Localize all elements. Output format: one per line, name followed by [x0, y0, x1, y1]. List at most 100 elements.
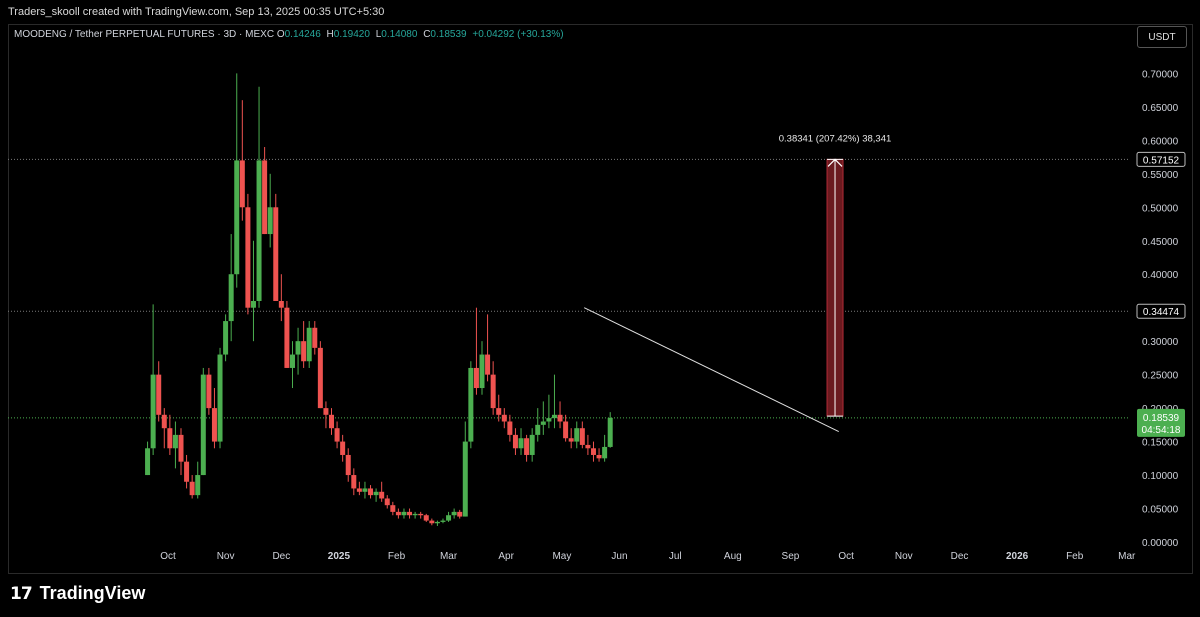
candle-up[interactable] — [267, 207, 273, 235]
candle-up[interactable] — [250, 301, 256, 308]
candle-up[interactable] — [401, 511, 407, 516]
currency-button[interactable]: USDT — [1137, 26, 1187, 48]
candle-up[interactable] — [546, 418, 552, 422]
candle-up[interactable] — [468, 367, 474, 442]
candle-up[interactable] — [234, 160, 240, 275]
candle-up[interactable] — [462, 441, 468, 517]
candle-down[interactable] — [563, 421, 569, 439]
tradingview-brand[interactable]: 17 TradingView — [10, 583, 145, 604]
candle-down[interactable] — [161, 414, 167, 429]
candle-down[interactable] — [156, 374, 162, 415]
ohlc-key-o: O — [276, 29, 285, 40]
candle-down[interactable] — [351, 475, 357, 489]
candle-up[interactable] — [150, 374, 156, 449]
candle-up[interactable] — [373, 491, 379, 496]
candle-down[interactable] — [329, 414, 335, 429]
candle-down[interactable] — [501, 414, 507, 422]
candle-down[interactable] — [178, 434, 184, 462]
candle-down[interactable] — [345, 454, 351, 476]
candle-up[interactable] — [289, 354, 295, 368]
candle-up[interactable] — [172, 434, 178, 449]
candle-down[interactable] — [395, 511, 401, 516]
x-tick-label: Sep — [782, 551, 800, 562]
candle-down[interactable] — [490, 374, 496, 409]
candle-down[interactable] — [167, 428, 173, 449]
candle-down[interactable] — [473, 367, 479, 389]
candle-down[interactable] — [206, 374, 212, 409]
candle-down[interactable] — [334, 428, 340, 442]
candle-up[interactable] — [434, 521, 440, 524]
candle-down[interactable] — [557, 414, 563, 422]
candle-down[interactable] — [512, 434, 518, 449]
candle-down[interactable] — [211, 408, 217, 442]
bar-countdown: 04:54:18 — [1142, 425, 1181, 436]
candle-up[interactable] — [540, 421, 546, 425]
candle-up[interactable] — [217, 354, 223, 442]
descending-trendline[interactable] — [583, 307, 839, 432]
candle-up[interactable] — [195, 475, 201, 496]
candle-down[interactable] — [356, 488, 362, 492]
candle-down[interactable] — [368, 488, 374, 496]
candle-up[interactable] — [551, 414, 557, 419]
candle-down[interactable] — [384, 498, 390, 506]
candle-down[interactable] — [312, 327, 318, 348]
candle-up[interactable] — [529, 434, 535, 455]
level-price-tag — [1136, 303, 1186, 319]
candle-down[interactable] — [407, 511, 413, 516]
candle-down[interactable] — [524, 438, 530, 455]
candle-down[interactable] — [579, 428, 585, 445]
candle-down[interactable] — [184, 461, 190, 482]
candle-down[interactable] — [423, 515, 429, 521]
candle-up[interactable] — [574, 428, 580, 442]
candle-up[interactable] — [440, 520, 446, 522]
candle-up[interactable] — [228, 274, 234, 322]
candle-up[interactable] — [362, 488, 368, 492]
candle-down[interactable] — [317, 347, 323, 409]
candle-down[interactable] — [262, 160, 268, 235]
candle-down[interactable] — [507, 421, 513, 435]
candle-down[interactable] — [278, 301, 284, 308]
candle-down[interactable] — [189, 481, 195, 496]
x-tick-label: May — [552, 551, 571, 562]
candle-down[interactable] — [301, 341, 307, 362]
x-tick-label: Feb — [388, 551, 406, 562]
candle-down[interactable] — [496, 408, 502, 415]
candle-down[interactable] — [429, 520, 435, 524]
candle-up[interactable] — [446, 515, 452, 521]
candle-down[interactable] — [585, 444, 591, 449]
candle-up[interactable] — [602, 446, 608, 459]
y-tick-label: 0.55000 — [1142, 170, 1179, 181]
candle-down[interactable] — [273, 207, 279, 301]
candle-up[interactable] — [412, 513, 418, 516]
candle-down[interactable] — [245, 207, 251, 308]
candle-down[interactable] — [418, 513, 424, 516]
candle-up[interactable] — [145, 448, 151, 476]
candle-down[interactable] — [284, 307, 290, 368]
candle-up[interactable] — [479, 354, 485, 389]
candle-down[interactable] — [457, 511, 463, 517]
y-tick-label: 0.05000 — [1142, 505, 1179, 516]
candle-up[interactable] — [200, 374, 206, 476]
candle-down[interactable] — [323, 408, 329, 415]
candle-up[interactable] — [256, 160, 262, 301]
ohlc-value-c: 0.18539 — [430, 29, 467, 40]
candle-up[interactable] — [306, 327, 312, 362]
candle-down[interactable] — [568, 438, 574, 442]
candle-down[interactable] — [379, 491, 385, 499]
candle-down[interactable] — [596, 454, 602, 459]
candle-up[interactable] — [451, 511, 457, 516]
candle-down[interactable] — [590, 448, 596, 455]
candle-down[interactable] — [239, 160, 245, 208]
tradingview-logo-icon: 17 — [10, 583, 33, 604]
y-tick-label: 0.45000 — [1142, 237, 1179, 248]
candle-down[interactable] — [485, 354, 491, 375]
candle-up[interactable] — [223, 321, 229, 355]
candle-up[interactable] — [295, 341, 301, 355]
candle-up[interactable] — [518, 438, 524, 449]
candle-up[interactable] — [607, 417, 613, 447]
candle-up[interactable] — [535, 424, 541, 435]
chart-panel[interactable] — [8, 24, 1193, 574]
candle-down[interactable] — [390, 505, 396, 512]
candle-down[interactable] — [340, 441, 346, 455]
